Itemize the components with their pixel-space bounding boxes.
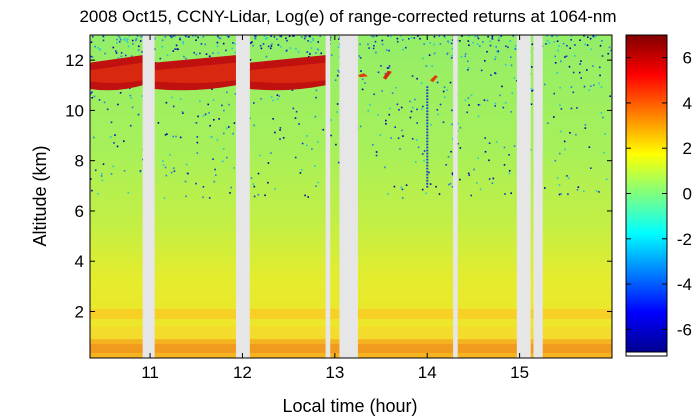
- data-gap: [235, 35, 250, 358]
- colorbar-axis: 6 4 2 0 -2 -4 -6: [625, 49, 692, 357]
- colorbar: [625, 34, 668, 353]
- plot-area: [90, 35, 612, 358]
- data-gap: [325, 35, 331, 358]
- x-tick-label: 14: [418, 363, 437, 382]
- y-tick-label: 12: [65, 51, 84, 70]
- colorbar-tick-label: -4: [677, 275, 692, 294]
- colorbar-tick-label: 6: [683, 49, 692, 68]
- colorbar-tick-label: -2: [677, 230, 692, 249]
- data-gap: [339, 35, 358, 358]
- x-tick-label: 15: [510, 363, 529, 382]
- colorbar-tick-label: 2: [683, 139, 692, 158]
- colorbar-base: [625, 351, 668, 357]
- y-tick-label: 8: [75, 152, 84, 171]
- colorbar-tick-label: -6: [677, 320, 692, 339]
- colorbar-tick-label: 4: [683, 94, 692, 113]
- x-tick-label: 11: [141, 363, 159, 382]
- y-tick-label: 10: [65, 101, 84, 120]
- x-axis: 11 12 13 14 15: [141, 35, 529, 382]
- x-tick-label: 13: [325, 363, 344, 382]
- y-axis: 2 4 6 8 10 12: [65, 51, 612, 321]
- y-tick-label: 6: [75, 202, 84, 221]
- cirrus-cloud: [90, 55, 438, 91]
- plot-frame: [89, 34, 613, 359]
- x-axis-label: Local time (hour): [282, 396, 417, 416]
- y-tick-label: 4: [75, 252, 84, 271]
- data-gap: [516, 35, 531, 358]
- chart-title: 2008 Oct15, CCNY-Lidar, Log(e) of range-…: [79, 7, 616, 26]
- data-gap: [453, 35, 458, 358]
- x-tick-label: 12: [233, 363, 252, 382]
- colorbar-tick-label: 0: [683, 185, 692, 204]
- y-tick-label: 2: [75, 302, 84, 321]
- data-gaps: [142, 35, 543, 358]
- signal-streak: [426, 86, 429, 188]
- data-gap: [142, 35, 155, 358]
- y-axis-label: Altitude (km): [30, 145, 50, 246]
- data-gap: [533, 35, 543, 358]
